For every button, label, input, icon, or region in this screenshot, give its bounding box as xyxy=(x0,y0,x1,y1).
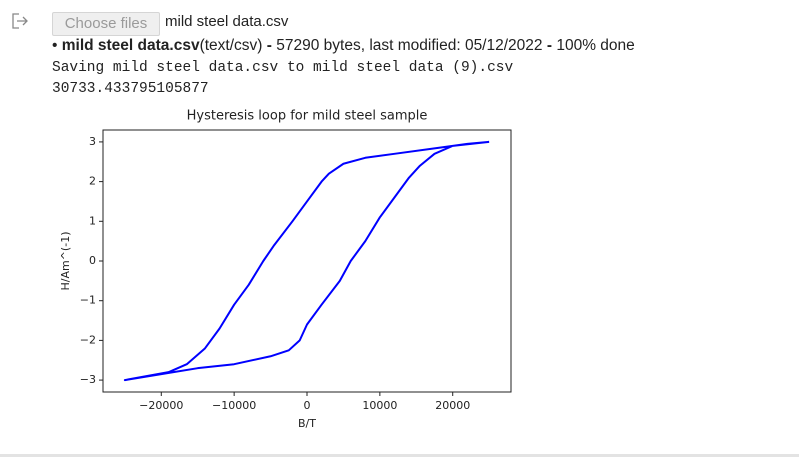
output-line: Saving mild steel data.csv to mild steel… xyxy=(52,60,514,76)
y-tick-label: −3 xyxy=(80,373,96,386)
selected-file: mild steel data.csv xyxy=(165,13,289,30)
details: 57290 bytes, last modified: 05/12/2022 xyxy=(276,37,543,54)
x-tick-label: −10000 xyxy=(212,399,256,412)
output-icon xyxy=(12,13,28,29)
y-axis-label: H/Am^(-1) xyxy=(59,232,72,291)
x-tick-label: 0 xyxy=(304,399,311,412)
y-tick-label: 2 xyxy=(89,175,96,188)
x-axis-label: B/T xyxy=(298,417,316,430)
data-line xyxy=(123,140,490,382)
divider xyxy=(0,454,799,457)
y-tick-label: 3 xyxy=(89,135,96,148)
chart: Hysteresis loop for mild steel sample B/… xyxy=(59,109,512,430)
y-tick-label: 1 xyxy=(89,214,96,227)
x-tick-label: 20000 xyxy=(435,399,470,412)
separator: - xyxy=(266,37,272,54)
mime: (text/csv) xyxy=(199,37,263,54)
file-name: mild steel data.csv xyxy=(61,37,200,54)
chart-title: Hysteresis loop for mild steel sample xyxy=(187,109,428,124)
y-tick-label: −1 xyxy=(80,294,96,307)
x-tick-label: 10000 xyxy=(362,399,397,412)
separator: - xyxy=(546,37,553,54)
choose-files-button[interactable]: Choose files xyxy=(52,12,160,36)
y-tick-label: −2 xyxy=(80,333,96,346)
x-tick-label: −20000 xyxy=(139,399,183,412)
y-tick-label: 0 xyxy=(89,254,96,267)
file-info: • mild steel data.csv(text/csv) - 57290 … xyxy=(52,37,635,54)
output-line: 30733.433795105877 xyxy=(52,81,209,97)
status: 100% done xyxy=(556,37,635,54)
plot-frame xyxy=(102,129,512,393)
